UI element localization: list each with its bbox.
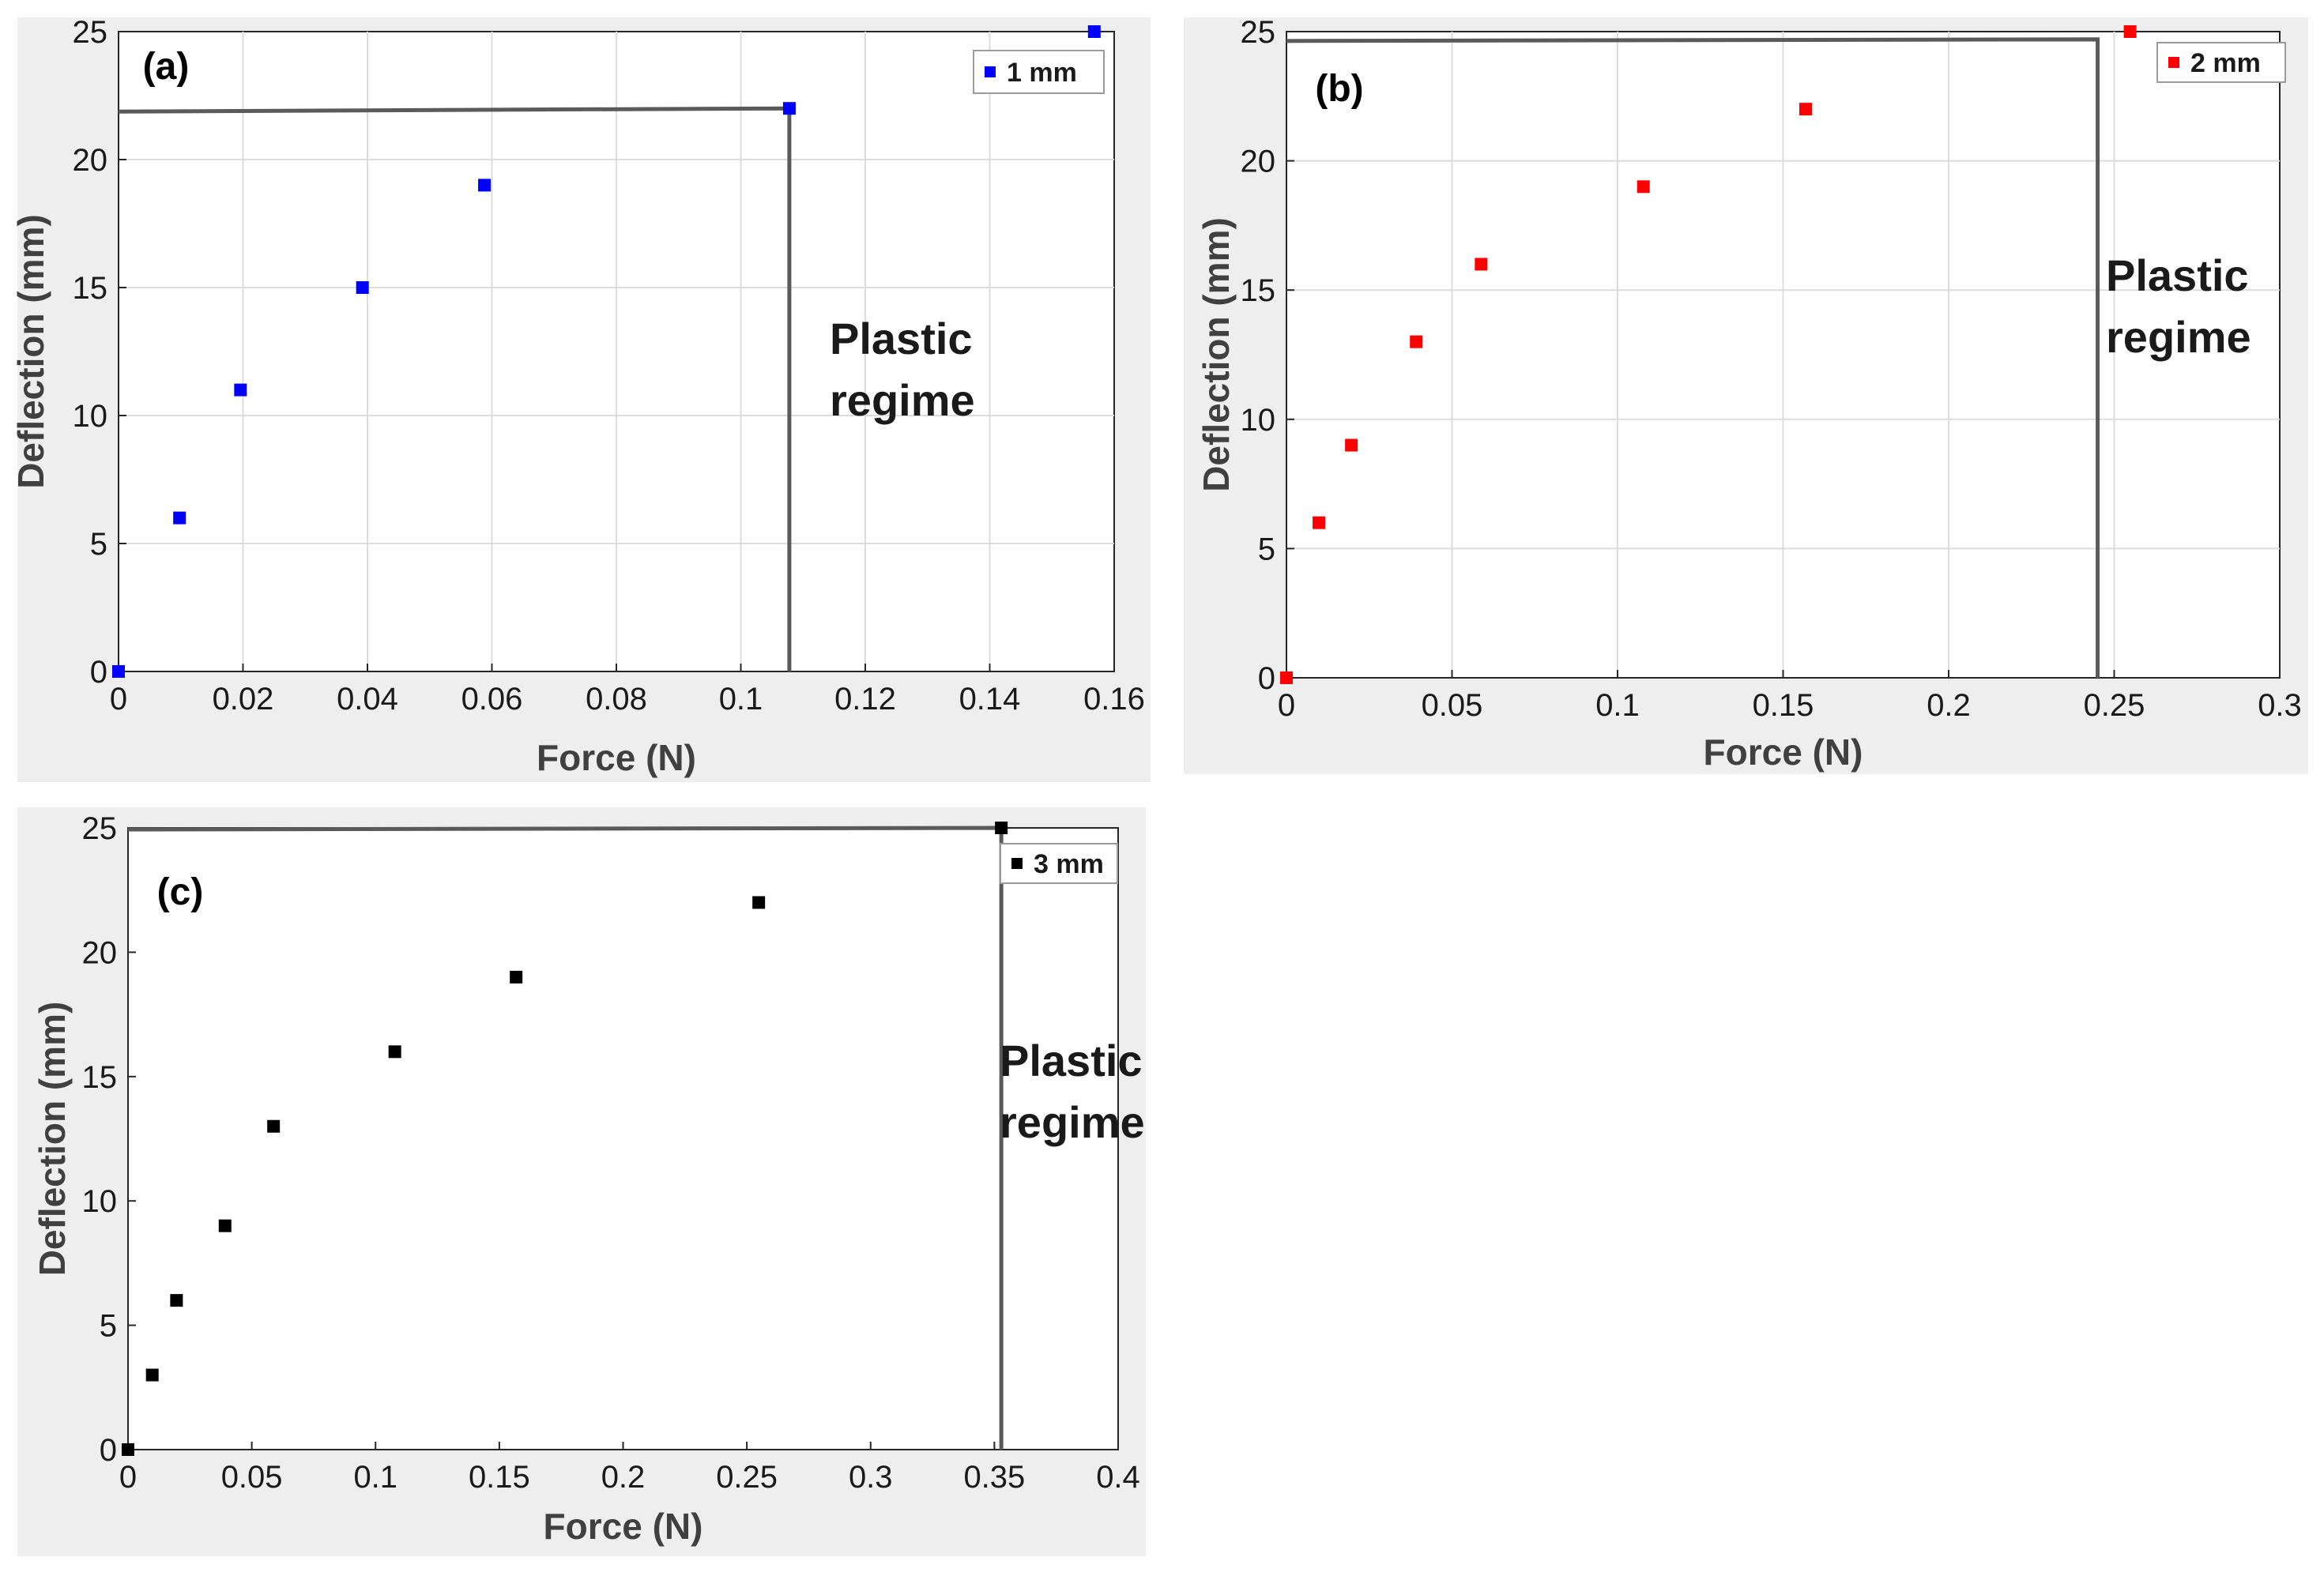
data-point [752,896,766,909]
panel-label: (a) [143,46,190,88]
y-tick-label: 20 [1241,145,1276,179]
y-axis-title: Deflection (mm) [10,214,51,489]
x-tick-label: 0.05 [221,1460,283,1495]
y-axis-title: Deflection (mm) [1196,217,1237,492]
y-tick-label: 5 [90,527,107,562]
x-tick-label: 0.14 [959,682,1021,717]
data-point [782,102,796,115]
y-tick-label: 25 [82,811,118,846]
legend-marker [2168,57,2179,68]
y-tick-label: 5 [1258,532,1275,566]
y-tick-label: 0 [100,1433,117,1468]
data-point [1475,258,1488,271]
x-tick-label: 0.08 [586,682,647,717]
annotation-line-2: regime [830,375,975,425]
x-axis-title: Force (N) [544,1506,703,1547]
x-tick-label: 0 [110,682,127,717]
x-tick-label: 0.25 [2084,688,2145,723]
x-tick-label: 0.02 [213,682,274,717]
x-tick-label: 0.15 [1753,688,1814,723]
y-tick-label: 5 [100,1309,117,1344]
data-point [510,970,523,984]
data-point [995,822,1008,834]
annotation-line-1: Plastic [1000,1036,1143,1085]
data-point [122,1443,134,1456]
data-point [2123,25,2137,38]
chart-panel-2: 0 0.05 0.1 0.15 0.2 0.25 0.3 0 5 10 15 20 25 Force (N… [1184,15,2308,774]
legend-label: 3 mm [1034,849,1104,879]
x-tick-label: 0.15 [469,1460,530,1495]
x-tick-label: 0.3 [849,1460,893,1495]
y-tick-label: 15 [73,271,108,306]
data-point [1087,25,1101,38]
x-tick-label: 0.1 [719,682,763,717]
y-axis-title: Deflection (mm) [32,1002,73,1277]
panel-label: (b) [1315,68,1363,110]
data-point [1313,516,1326,529]
panel-label: (c) [157,871,204,913]
y-tick-label: 0 [90,655,107,690]
annotation-line-1: Plastic [2106,250,2249,300]
data-point [1410,335,1423,348]
y-tick-label: 20 [73,143,108,178]
data-point [1280,671,1293,684]
x-tick-label: 0 [1278,688,1295,723]
chart-panel-3: 0 0.05 0.1 0.15 0.2 0.25 0.3 0.35 0.4 0 5 10 15 20 25 F… [17,807,1146,1556]
x-tick-label: 0.1 [353,1460,397,1495]
data-point [170,1294,183,1307]
x-tick-label: 0 [119,1460,137,1495]
data-point [173,511,186,525]
legend-marker [1011,858,1023,869]
x-tick-label: 0.1 [1595,688,1640,723]
data-point [234,383,247,397]
data-point [112,665,125,678]
x-axis-title: Force (N) [1704,732,1863,773]
annotation-line-1: Plastic [830,314,973,363]
data-point [478,179,492,192]
x-tick-label: 0.4 [1096,1460,1140,1495]
annotation-line-2: regime [1000,1097,1145,1147]
legend-marker [985,66,996,77]
x-tick-label: 0.2 [601,1460,646,1495]
x-tick-label: 0.06 [461,682,523,717]
chart-panel-1: 0 0.02 0.04 0.06 0.08 0.1 0.12 0.14 0.16 0 5 10 15 20… [10,15,1151,782]
y-tick-label: 10 [1241,403,1276,438]
data-point [1345,438,1358,452]
legend-label: 1 mm [1007,58,1077,88]
y-tick-label: 25 [1241,15,1276,50]
x-axis-title: Force (N) [537,737,696,778]
x-tick-label: 0.04 [337,682,398,717]
plastic-regime-boundary-line [1286,37,2100,678]
y-tick-label: 20 [82,935,118,970]
data-point [218,1219,232,1232]
x-tick-label: 0.16 [1083,682,1145,717]
y-tick-label: 15 [1241,273,1276,308]
y-tick-label: 25 [73,15,108,50]
x-tick-label: 0.05 [1422,688,1483,723]
data-point [356,281,369,294]
y-tick-label: 0 [1258,661,1275,696]
annotation-line-2: regime [2106,312,2251,362]
x-tick-label: 0.35 [963,1460,1025,1495]
data-point [1637,180,1650,194]
x-tick-label: 0.12 [834,682,896,717]
legend-label: 2 mm [2190,48,2261,78]
y-tick-label: 10 [82,1184,118,1219]
x-tick-label: 0.2 [1927,688,1971,723]
axes-area [127,827,1119,1450]
y-tick-label: 10 [73,399,108,434]
x-tick-label: 0.25 [716,1460,778,1495]
data-point [145,1368,159,1382]
data-point [388,1045,401,1059]
y-tick-label: 15 [82,1060,118,1095]
x-tick-label: 0.3 [2258,688,2302,723]
data-point [1799,103,1812,116]
data-point [267,1119,281,1133]
